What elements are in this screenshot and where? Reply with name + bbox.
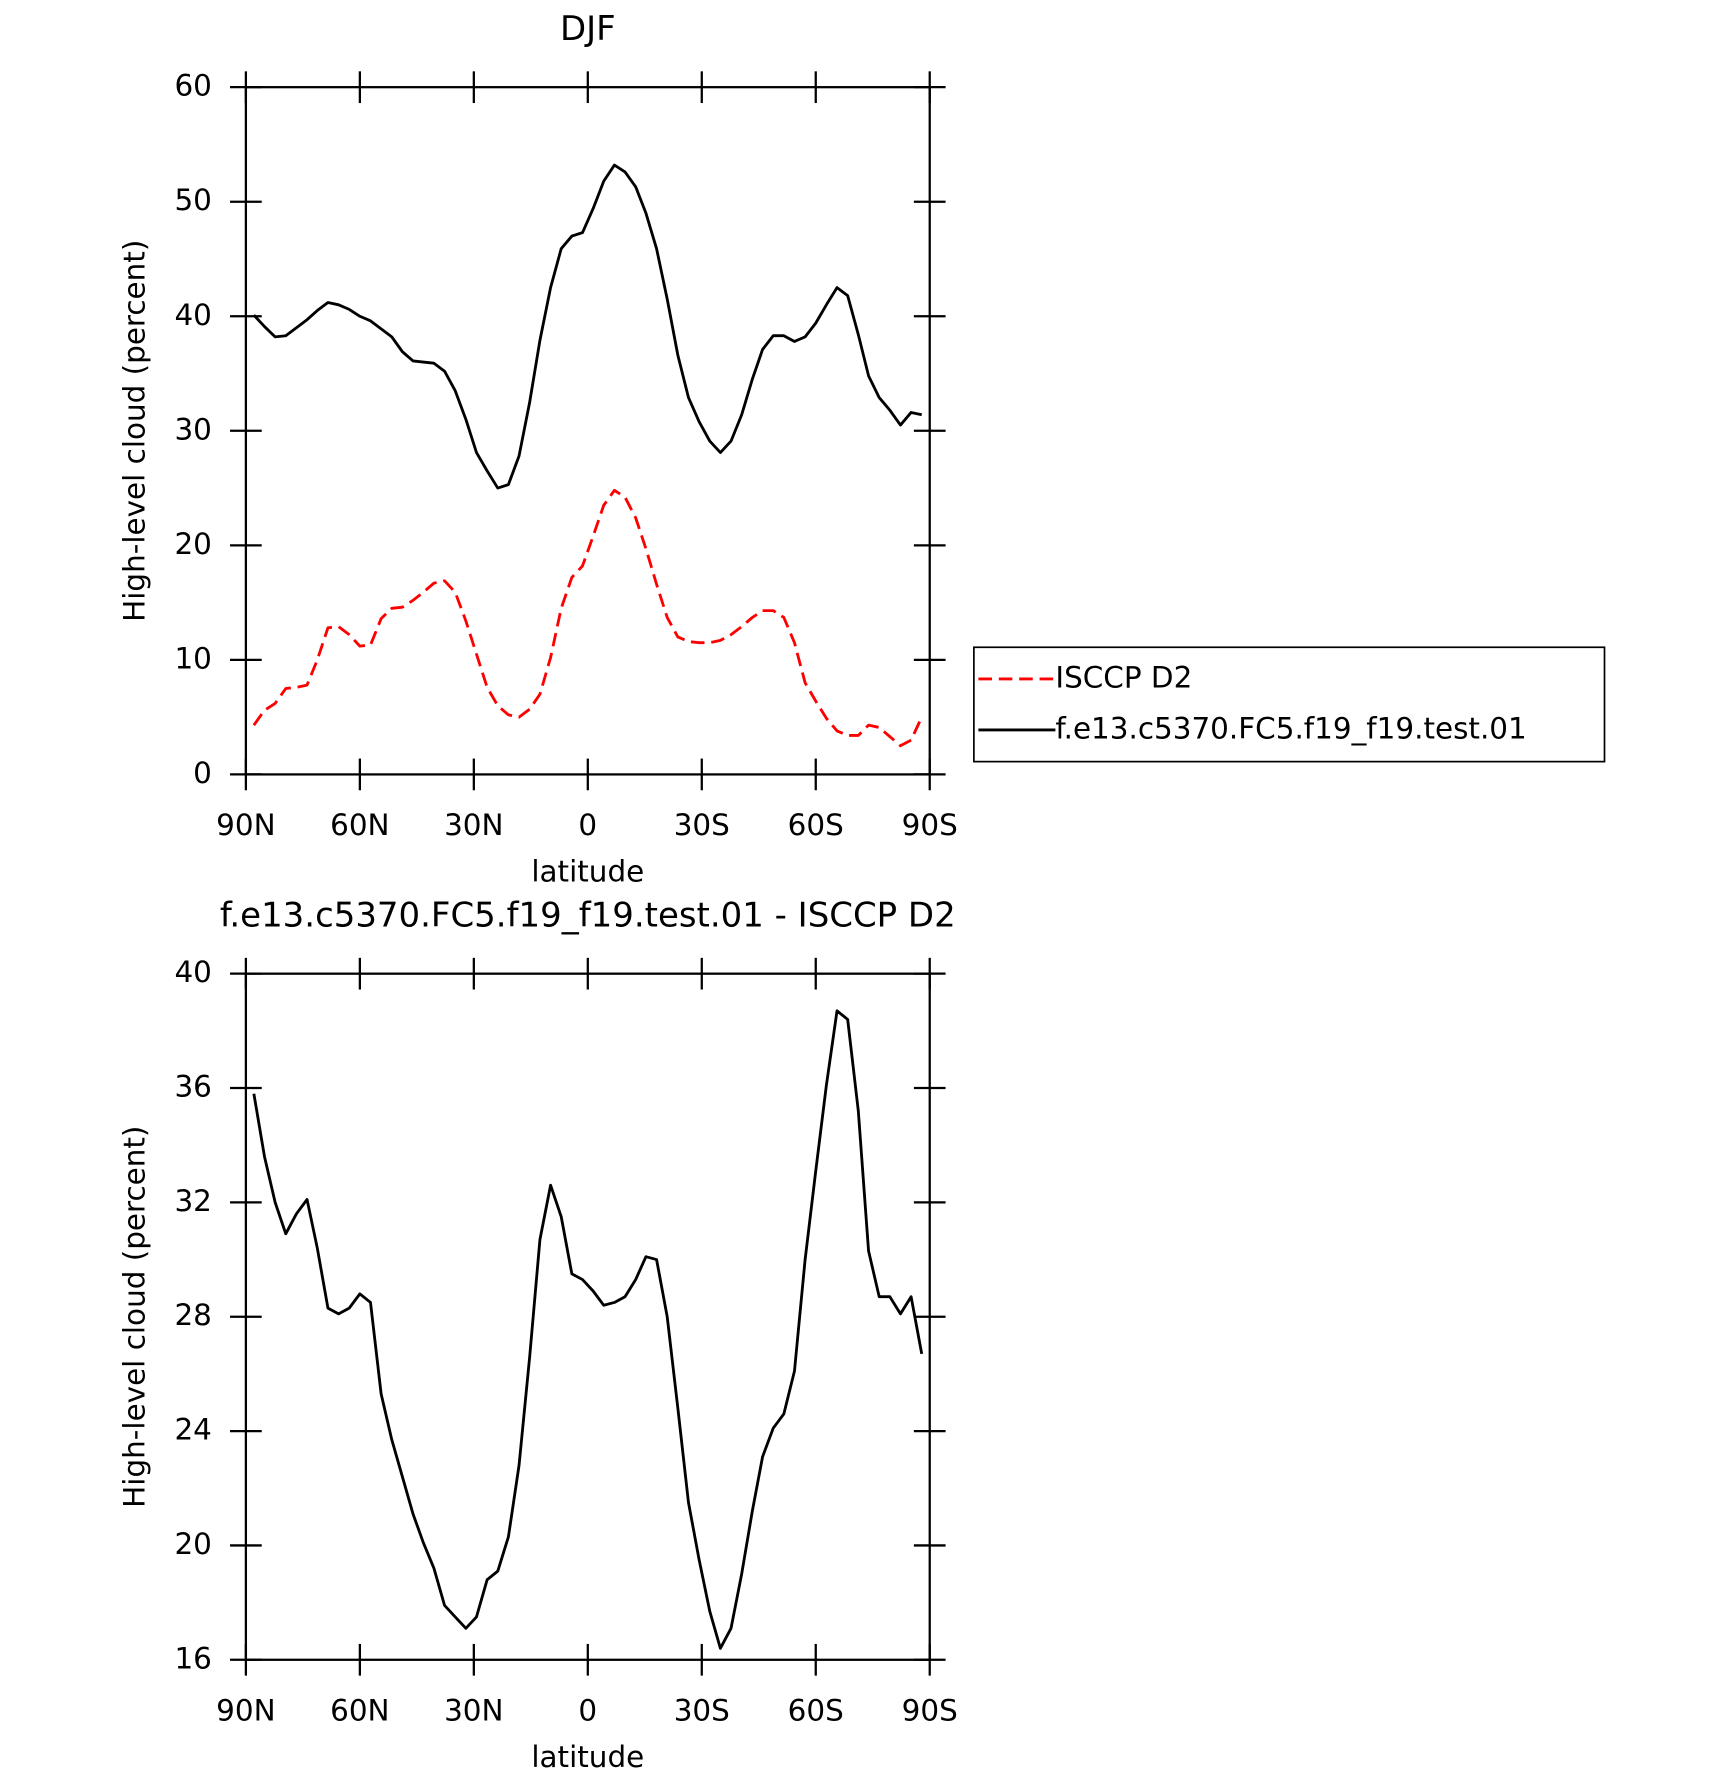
y-tick-label: 40 — [174, 298, 211, 332]
x-tick-label: 90S — [902, 808, 958, 842]
x-tick-label: 60N — [330, 808, 389, 842]
x-tick-label: 60S — [788, 1693, 844, 1727]
legend-label: f.e13.c5370.FC5.f19_f19.test.01 — [1055, 711, 1526, 745]
x-tick-label: 30N — [444, 1693, 503, 1727]
y-tick-label: 40 — [174, 955, 211, 989]
x-tick-label: 60S — [788, 808, 844, 842]
x-tick-label: 30S — [674, 1693, 730, 1727]
x-tick-label: 60N — [330, 1693, 389, 1727]
x-axis-label: latitude — [531, 1740, 644, 1773]
plot-frame — [244, 972, 931, 1661]
data-line — [252, 1009, 924, 1650]
y-axis-label: High-level cloud (percent) — [118, 1126, 152, 1508]
data-line — [252, 488, 924, 748]
y-tick-label: 36 — [174, 1070, 211, 1104]
x-tick-label: 90S — [902, 1693, 958, 1727]
legend-label: ISCCP D2 — [1055, 660, 1192, 694]
data-line — [252, 163, 923, 490]
y-tick-label: 16 — [174, 1641, 211, 1675]
y-tick-label: 50 — [174, 183, 211, 217]
chart-title: f.e13.c5370.FC5.f19_f19.test.01 - ISCCP … — [220, 896, 956, 936]
y-tick-label: 20 — [174, 527, 211, 561]
y-tick-label: 24 — [174, 1413, 211, 1447]
y-tick-label: 30 — [174, 412, 211, 446]
y-tick-label: 28 — [174, 1298, 211, 1332]
x-tick-label: 90N — [216, 1693, 275, 1727]
x-tick-label: 30N — [444, 808, 503, 842]
x-tick-label: 0 — [578, 1693, 597, 1727]
x-tick-label: 30S — [674, 808, 730, 842]
plot-frame — [244, 86, 931, 776]
legend-box — [973, 646, 1606, 763]
y-tick-label: 32 — [174, 1184, 211, 1218]
y-tick-label: 10 — [174, 641, 211, 675]
y-tick-label: 60 — [174, 69, 211, 103]
x-axis-label: latitude — [531, 854, 644, 888]
y-tick-label: 20 — [174, 1527, 211, 1561]
y-axis-label: High-level cloud (percent) — [118, 240, 152, 622]
x-tick-label: 0 — [578, 808, 597, 842]
chart-title: DJF — [560, 9, 616, 49]
y-tick-label: 0 — [193, 756, 212, 790]
x-tick-label: 90N — [216, 808, 275, 842]
